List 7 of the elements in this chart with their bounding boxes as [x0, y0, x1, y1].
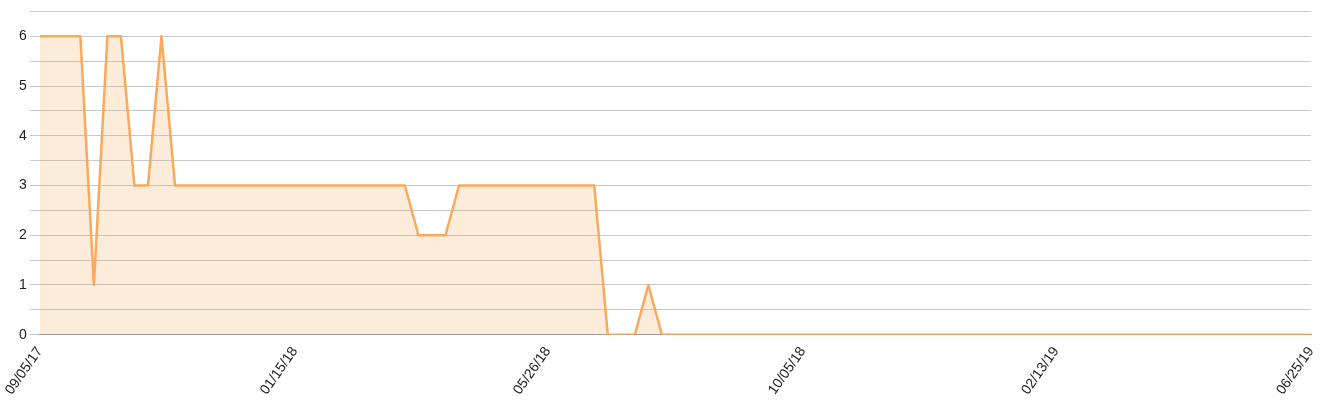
- y-tick-label: 4: [18, 126, 27, 143]
- y-tick-label: 5: [18, 76, 27, 93]
- y-tick-label: 1: [18, 275, 27, 292]
- y-tick-label: 2: [18, 226, 27, 243]
- y-tick-label: 3: [18, 176, 27, 193]
- y-tick-label: 6: [18, 27, 27, 44]
- y-tick-label: 0: [18, 325, 27, 342]
